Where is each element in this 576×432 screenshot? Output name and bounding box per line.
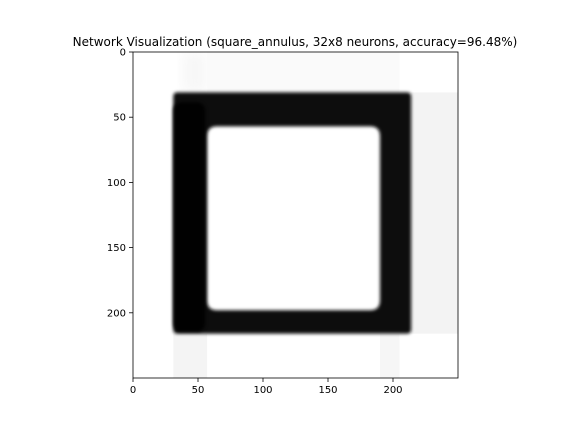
x-axis: 0 50 100 150 200 [130, 378, 403, 396]
x-tick-label: 200 [383, 385, 402, 396]
plot-area [133, 52, 458, 378]
faint-band-right [411, 92, 458, 334]
dark-accent-left-band [173, 102, 206, 332]
faint-band-bottom-right [380, 333, 400, 378]
faint-band-bottom-left [173, 333, 208, 378]
heatmap-dark-accents [173, 102, 206, 332]
y-tick-label: 100 [107, 178, 126, 189]
y-tick-label: 0 [120, 48, 126, 59]
y-tick-label: 200 [107, 308, 126, 319]
faint-band-top [207, 52, 400, 93]
y-axis: 0 50 100 150 200 [107, 48, 133, 319]
x-tick-label: 150 [318, 385, 337, 396]
chart-title: Network Visualization (square_annulus, 3… [73, 35, 518, 49]
faint-band-top-left [182, 52, 208, 93]
axes-frame [132, 51, 459, 379]
x-tick-label: 50 [192, 385, 205, 396]
y-tick-label: 150 [107, 243, 126, 254]
y-tick-label: 50 [113, 113, 126, 124]
heatmap-faint-artifacts [173, 52, 458, 378]
x-tick-label: 100 [253, 385, 272, 396]
x-tick-label: 0 [130, 385, 136, 396]
